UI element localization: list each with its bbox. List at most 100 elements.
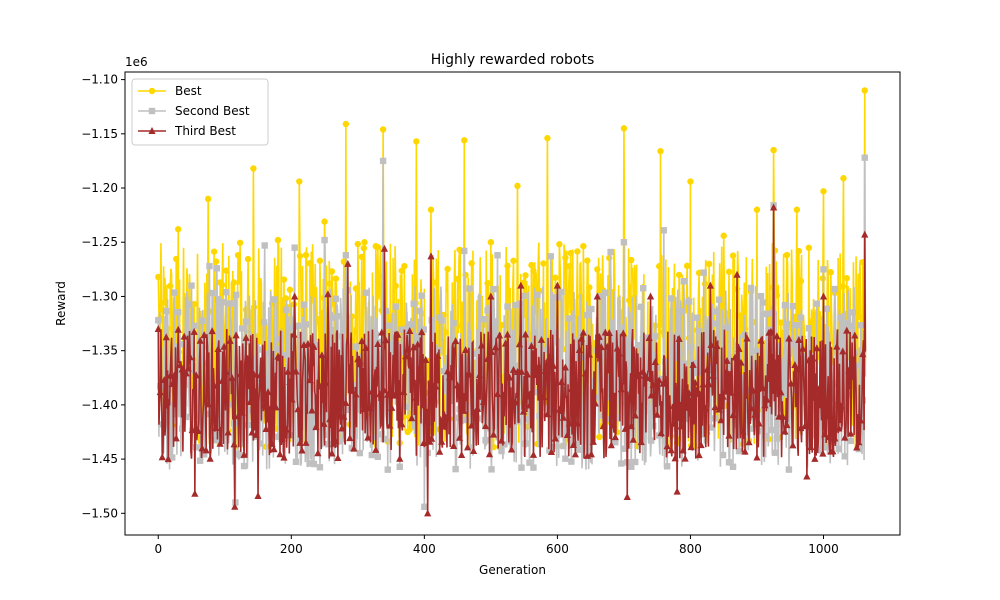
data-point	[216, 439, 224, 447]
legend-marker	[148, 107, 156, 115]
data-point	[606, 254, 613, 262]
data-point	[771, 449, 779, 456]
data-point	[188, 426, 196, 434]
data-point	[839, 283, 846, 290]
data-point	[797, 314, 805, 321]
data-point	[629, 435, 637, 443]
data-point	[637, 438, 645, 446]
data-point	[280, 276, 288, 283]
data-point	[653, 410, 661, 418]
data-point	[729, 411, 737, 419]
data-point	[214, 296, 222, 303]
data-point	[183, 413, 190, 421]
data-point	[450, 441, 458, 449]
data-point	[461, 137, 468, 144]
data-point	[581, 369, 589, 377]
data-point	[817, 393, 825, 401]
data-point	[687, 443, 695, 451]
data-point	[210, 248, 218, 255]
legend-marker	[148, 87, 156, 95]
data-point	[619, 329, 627, 337]
data-point	[582, 447, 589, 454]
data-point	[677, 308, 685, 315]
data-point	[524, 415, 531, 423]
data-point	[160, 375, 168, 383]
data-point	[509, 365, 518, 373]
data-point	[374, 453, 381, 460]
data-point	[833, 342, 841, 350]
data-point	[208, 327, 216, 335]
data-point	[314, 316, 322, 323]
data-point	[759, 299, 767, 306]
data-point	[638, 303, 645, 311]
data-point	[634, 400, 641, 407]
data-point	[194, 427, 202, 435]
data-point	[334, 313, 342, 320]
data-point	[284, 367, 292, 375]
data-point	[266, 405, 274, 413]
data-point	[567, 249, 574, 257]
data-point	[693, 385, 701, 393]
data-point	[175, 308, 182, 316]
data-point	[392, 390, 400, 398]
data-point	[334, 454, 342, 462]
data-point	[294, 405, 302, 413]
data-point	[663, 463, 671, 470]
data-point	[837, 314, 844, 321]
data-point	[789, 441, 797, 449]
data-point	[609, 421, 617, 429]
data-point	[168, 380, 176, 388]
data-point	[300, 301, 308, 308]
data-point	[559, 413, 567, 421]
data-point	[467, 421, 476, 429]
data-point	[321, 236, 328, 244]
data-point	[799, 344, 807, 352]
data-point	[771, 358, 779, 366]
data-point	[268, 439, 276, 447]
data-point	[456, 433, 464, 441]
data-point	[510, 257, 517, 264]
data-point	[340, 412, 348, 420]
data-point	[382, 336, 390, 344]
data-point	[230, 440, 238, 448]
data-point	[643, 374, 651, 382]
data-point	[432, 382, 440, 390]
y-axis: −1.50 −1.45 −1.40 −1.35 −1.30 −1.25 −1.20 −1.15…	[81, 73, 125, 520]
x-axis: 0 200 400 600 800 1000	[154, 535, 839, 556]
y-tick-label: −1.25	[81, 235, 118, 249]
data-point	[184, 364, 192, 372]
data-point	[169, 454, 176, 461]
data-point	[427, 206, 435, 213]
series-2	[154, 203, 869, 517]
data-point	[244, 356, 252, 364]
data-point	[430, 279, 437, 286]
data-point	[845, 322, 852, 330]
data-point	[190, 322, 198, 329]
data-point	[557, 378, 565, 386]
data-point	[172, 434, 180, 442]
data-point	[840, 175, 847, 182]
data-point	[436, 447, 444, 455]
data-point	[723, 356, 731, 364]
data-point	[835, 424, 843, 432]
data-point	[719, 392, 727, 400]
data-point	[725, 268, 733, 276]
data-point	[793, 321, 801, 329]
data-point	[787, 379, 795, 387]
data-point	[576, 446, 583, 453]
data-point	[595, 332, 603, 340]
data-point	[401, 262, 408, 270]
data-point	[859, 350, 867, 358]
data-point	[655, 376, 663, 384]
x-tick-label: 200	[280, 542, 303, 556]
data-point	[715, 405, 723, 413]
data-point	[534, 291, 541, 298]
data-point	[222, 267, 230, 274]
data-point	[162, 333, 170, 341]
data-point	[569, 440, 577, 448]
data-point	[817, 447, 825, 454]
data-point	[286, 286, 294, 293]
data-point	[256, 440, 264, 447]
data-point	[234, 412, 242, 420]
data-point	[200, 451, 208, 458]
